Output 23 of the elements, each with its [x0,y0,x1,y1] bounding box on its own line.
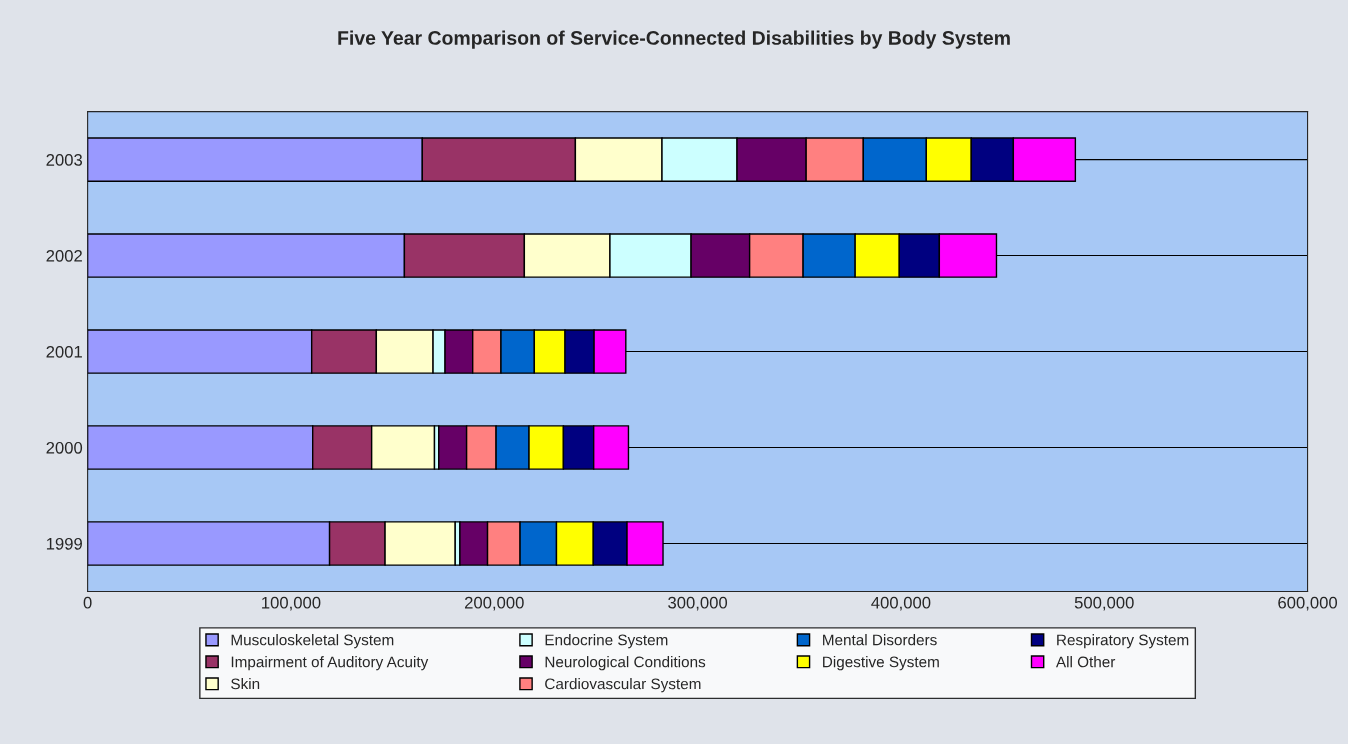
legend-label: Skin [231,678,260,690]
legend-label: Mental Disorders [823,634,937,646]
x-tick-label: 0 [83,596,92,609]
chart-title: Five Year Comparison of Service-Connected Disabilities by Body System [338,30,1010,49]
x-tick-label: 400,000 [871,596,931,611]
legend-label: All Other [1055,656,1116,668]
x-tick-label: 500,000 [1074,596,1134,611]
y-tick-label: 1999 [46,537,82,550]
legend-label: Respiratory System [1057,634,1189,649]
x-tick-label: 100,000 [262,596,321,611]
y-tick-label: 2002 [46,249,82,262]
y-tick-label: 2001 [46,345,82,358]
x-tick-label: 600,000 [1278,596,1338,611]
legend-label: Musculoskeletal System [231,634,394,649]
legend-label: Endocrine System [545,634,668,649]
y-tick-label: 2000 [46,441,83,454]
legend-label: Neurological Conditions [545,656,706,671]
y-tick-label: 2003 [46,153,83,166]
legend-label: Cardiovascular System [545,678,701,693]
x-tick-label: 300,000 [668,596,728,611]
legend-label: Digestive System [823,656,939,671]
legend-label: Impairment of Auditory Acuity [231,656,429,671]
x-tick-label: 200,000 [464,596,524,611]
